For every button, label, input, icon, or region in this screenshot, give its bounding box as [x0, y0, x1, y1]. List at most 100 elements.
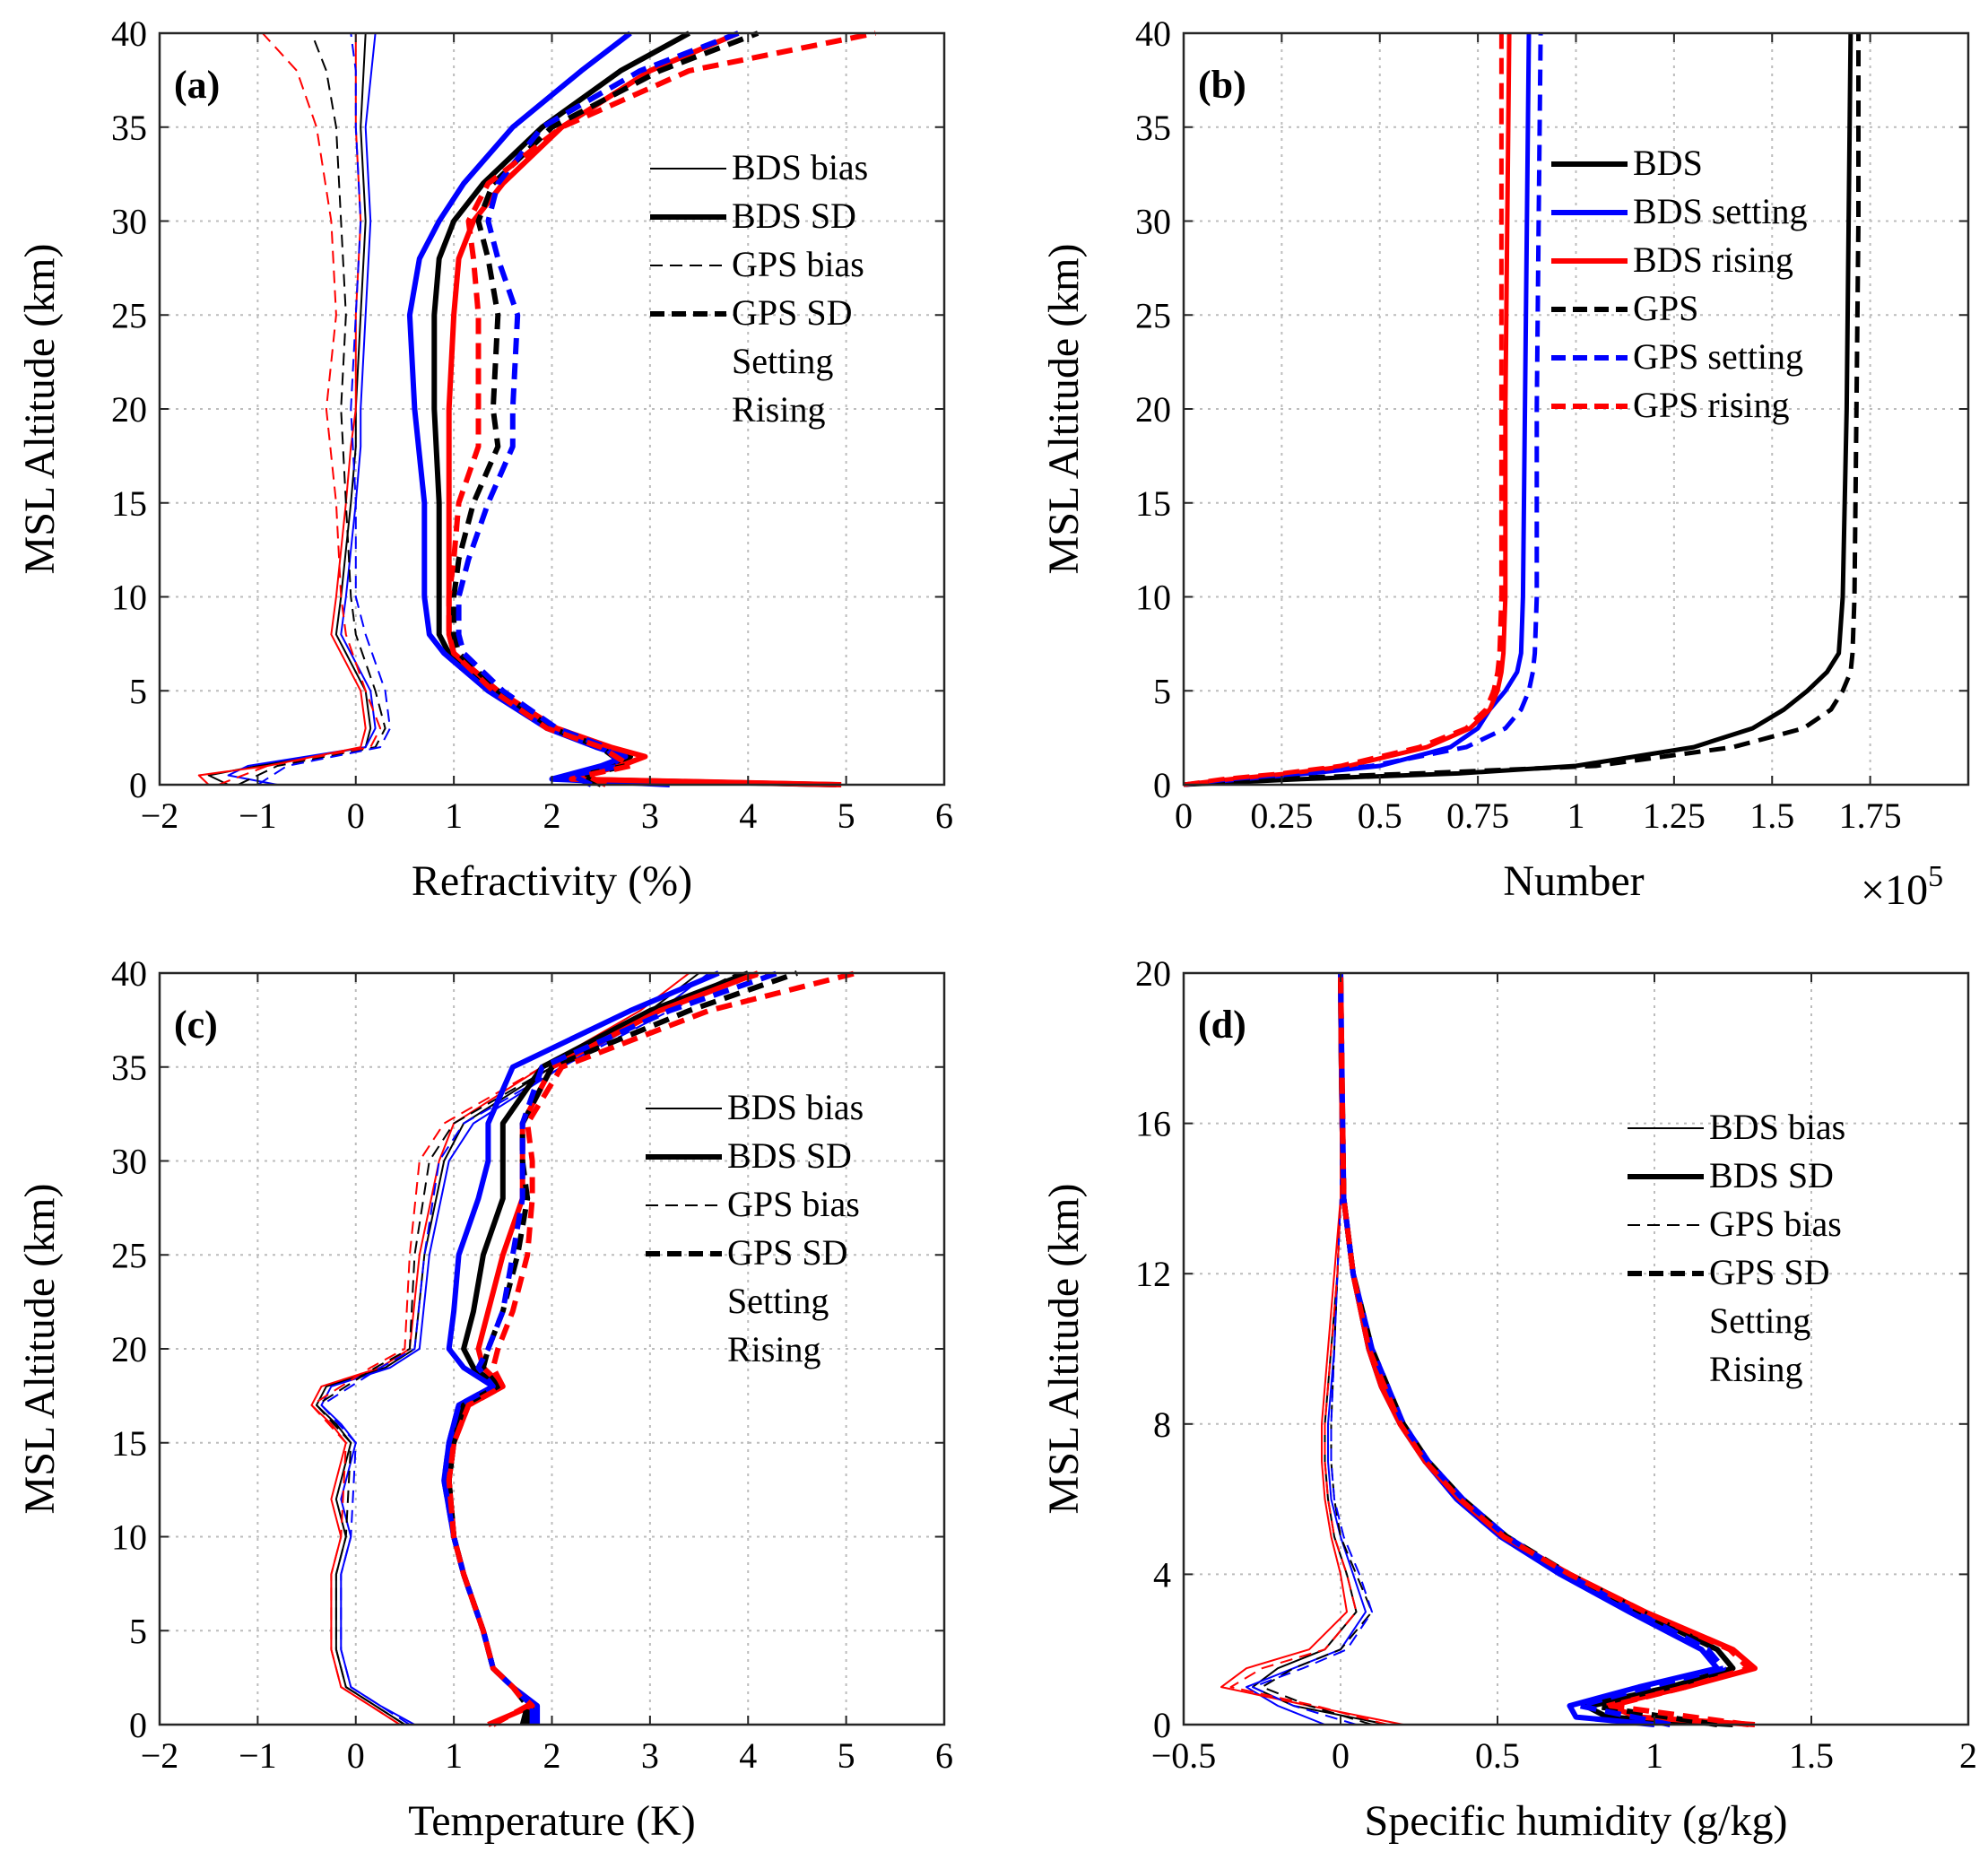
series-gps-bias-setting: [320, 972, 749, 1726]
legend: BDS bias BDS SD GPS bias GPS SD Setting Risin…: [1628, 1107, 1845, 1389]
series-gps-bias-setting: [256, 32, 391, 786]
series-bds-sd-setting: [406, 30, 670, 787]
x-tick-label: 4: [739, 795, 757, 836]
y-tick-label: 5: [129, 1611, 147, 1651]
x-tick-label: −1: [239, 1735, 277, 1776]
series-gps-rising: [1183, 33, 1504, 787]
y-axis-label: MSL Altitude (km): [1040, 1184, 1088, 1515]
panel-2: 0 0.25 0.5 0.75 1 1.25 1.5 1.75 0 5 10 15 20 25 30 35 40…: [1040, 13, 1970, 905]
series-gps-bias-rising: [310, 972, 768, 1726]
y-tick-label: 0: [1153, 1705, 1171, 1745]
panel-label: (b): [1198, 63, 1246, 107]
x-tick-label: 2: [543, 1735, 561, 1776]
x-tick-label: 5: [838, 1735, 855, 1776]
y-tick-label: 40: [111, 13, 147, 54]
y-tick-label: 12: [1135, 1254, 1171, 1294]
x-tick-label: 4: [739, 1735, 757, 1776]
legend: BDS BDS setting BDS rising GPS GPS setting GP…: [1551, 143, 1807, 425]
y-tick-label: 35: [111, 1048, 147, 1088]
y-tick-label: 10: [111, 1517, 147, 1558]
legend-label: GPS SD: [727, 1232, 848, 1273]
legend-label: GPS bias: [727, 1184, 860, 1224]
series-bds-bias-setting: [227, 32, 377, 786]
x-tick-label: 1.5: [1749, 795, 1794, 836]
x-tick-label: −0.5: [1151, 1735, 1217, 1776]
x-tick-label: −1: [239, 795, 277, 836]
series-gps-bias: [238, 32, 386, 786]
y-tick-label: 8: [1153, 1404, 1171, 1445]
legend-label: GPS rising: [1633, 385, 1790, 425]
x-tick-label: 1.5: [1789, 1735, 1834, 1776]
y-tick-label: 20: [111, 1329, 147, 1369]
series-gps: [1183, 33, 1861, 787]
legend-label: BDS bias: [732, 147, 868, 187]
panel-1: −2 −1 0 1 2 3 4 5 6 0 5 10 15 20 25 30 35 40 Refractivity …: [16, 13, 953, 905]
y-tick-label: 15: [111, 483, 147, 524]
x-tick-label: 0: [1175, 795, 1193, 836]
legend: BDS bias BDS SD GPS bias GPS SD Setting Risin…: [646, 1087, 864, 1369]
series-gps-sd-rising: [1338, 972, 1751, 1727]
x-axis-multiplier-base: ×10: [1861, 866, 1928, 914]
y-tick-label: 35: [1135, 108, 1171, 148]
x-tick-label: −2: [141, 1735, 179, 1776]
legend-label: Setting: [1709, 1300, 1810, 1341]
axes-box: [1182, 971, 1970, 1726]
legend-label: GPS SD: [1709, 1252, 1830, 1292]
y-tick-label: 25: [1135, 295, 1171, 335]
x-tick-label: 1.25: [1643, 795, 1706, 836]
x-tick-label: 1: [445, 795, 463, 836]
legend-label: BDS SD: [732, 196, 856, 236]
y-tick-label: 30: [1135, 202, 1171, 242]
y-tick-label: 4: [1153, 1554, 1171, 1595]
x-tick-label: 0: [347, 795, 365, 836]
x-axis-multiplier-exponent: 5: [1928, 860, 1943, 893]
x-tick-label: 0.75: [1446, 795, 1509, 836]
x-tick-label: 0.5: [1358, 795, 1402, 836]
legend-label: GPS bias: [1709, 1204, 1842, 1244]
series-gps-bias: [316, 972, 739, 1726]
y-tick-label: 40: [1135, 13, 1171, 54]
panel-3: −2 −1 0 1 2 3 4 5 6 0 5 10 15 20 25 30 35 40 Temperature (…: [16, 953, 953, 1845]
x-tick-label: 0: [1332, 1735, 1350, 1776]
panel-label: (a): [174, 63, 220, 107]
y-axis-label: MSL Altitude (km): [1040, 244, 1088, 575]
legend-label: BDS rising: [1633, 239, 1793, 280]
x-tick-label: 1: [445, 1735, 463, 1776]
y-tick-label: 0: [129, 1705, 147, 1745]
legend-label: Rising: [1709, 1349, 1802, 1389]
y-tick-label: 20: [1135, 389, 1171, 430]
series-gps-sd-setting: [1338, 972, 1726, 1727]
legend-label: Setting: [727, 1281, 829, 1321]
y-tick-label: 40: [111, 953, 147, 994]
y-tick-label: 5: [129, 671, 147, 711]
y-axis-label: MSL Altitude (km): [16, 1184, 64, 1515]
legend-label: BDS: [1633, 143, 1703, 183]
y-tick-label: 0: [129, 765, 147, 805]
x-tick-label: 0.5: [1475, 1735, 1520, 1776]
legend-label: Rising: [727, 1329, 820, 1369]
x-tick-label: 2: [1959, 1735, 1977, 1776]
y-tick-label: 35: [111, 108, 147, 148]
x-tick-label: 3: [641, 795, 659, 836]
x-axis-label: Specific humidity (g/kg): [1365, 1797, 1788, 1845]
series-bds: [1183, 32, 1853, 787]
x-axis-label: Temperature (K): [408, 1797, 695, 1845]
legend-label: Setting: [732, 341, 833, 381]
x-axis-multiplier: ×105: [1861, 860, 1943, 914]
x-tick-label: 6: [935, 795, 953, 836]
legend-label: BDS SD: [1709, 1155, 1834, 1195]
legend-label: Rising: [732, 389, 825, 430]
legend-label: GPS SD: [732, 292, 853, 333]
x-tick-label: 6: [935, 1735, 953, 1776]
y-tick-label: 16: [1135, 1104, 1171, 1144]
y-tick-label: 10: [1135, 578, 1171, 618]
series-gps-setting: [1183, 32, 1543, 787]
legend: BDS bias BDS SD GPS bias GPS SD Setting Risin…: [650, 147, 868, 430]
x-axis-label: Refractivity (%): [412, 857, 692, 905]
legend-label: BDS bias: [1709, 1107, 1845, 1147]
y-tick-label: 30: [111, 1142, 147, 1182]
x-tick-label: 1.75: [1839, 795, 1902, 836]
